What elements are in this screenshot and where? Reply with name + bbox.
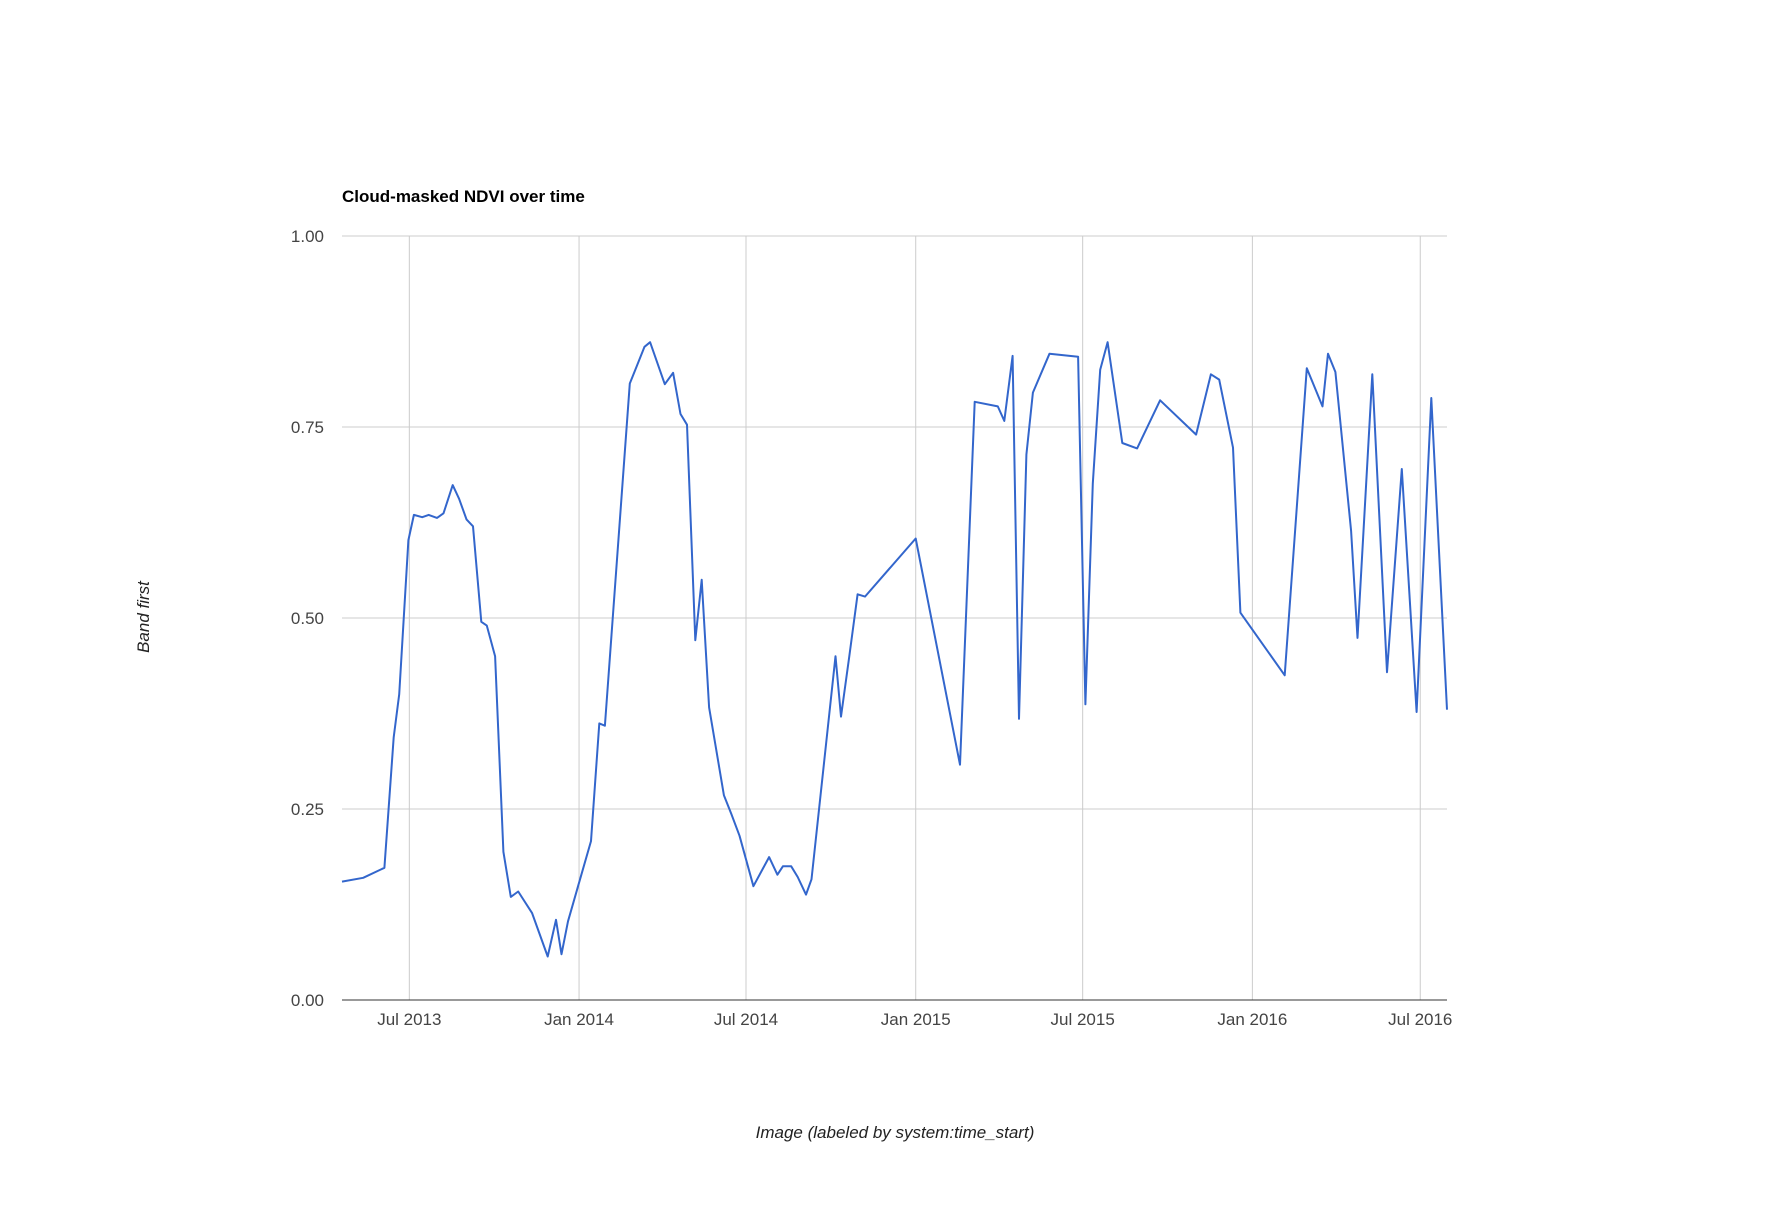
x-tick-label: Jul 2013 xyxy=(377,1010,441,1029)
y-tick-label: 0.00 xyxy=(291,991,324,1010)
x-tick-label: Jan 2014 xyxy=(544,1010,614,1029)
y-tick-label: 0.25 xyxy=(291,800,324,819)
x-tick-label: Jul 2015 xyxy=(1051,1010,1115,1029)
x-tick-label: Jul 2014 xyxy=(714,1010,778,1029)
x-axis-ticks: Jul 2013 Jan 2014 Jul 2014 Jan 2015 Jul 2015… xyxy=(377,1010,1452,1029)
y-tick-label: 0.75 xyxy=(291,418,324,437)
x-tick-label: Jan 2015 xyxy=(881,1010,951,1029)
x-tick-label: Jul 2016 xyxy=(1388,1010,1452,1029)
x-axis-label: Image (labeled by system:time_start) xyxy=(756,1123,1035,1142)
gridlines xyxy=(342,235,1447,1000)
y-tick-label: 0.50 xyxy=(291,609,324,628)
chart-title: Cloud-masked NDVI over time xyxy=(342,187,585,206)
y-axis-ticks: 0.00 0.25 0.50 0.75 1.00 xyxy=(291,227,324,1010)
y-axis-label: Band first xyxy=(134,580,153,653)
y-tick-label: 1.00 xyxy=(291,227,324,246)
series-line xyxy=(341,341,1448,958)
x-tick-label: Jan 2016 xyxy=(1217,1010,1287,1029)
